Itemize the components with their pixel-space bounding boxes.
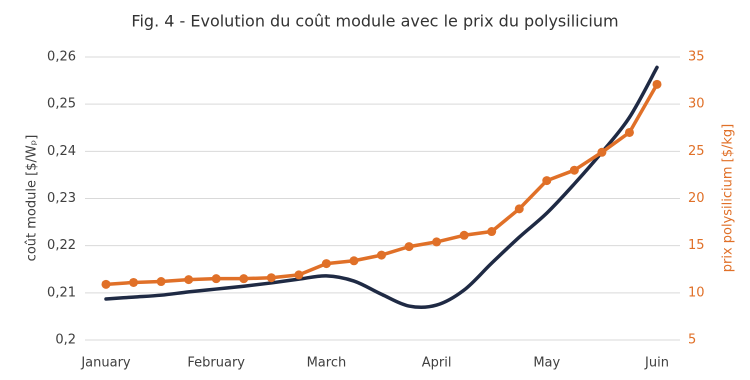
y2-tick-label: 20 xyxy=(688,191,705,206)
series-marker xyxy=(487,227,497,237)
x-tick-label: April xyxy=(422,356,452,371)
series-marker xyxy=(432,237,442,247)
series-marker xyxy=(404,242,414,252)
series-marker xyxy=(542,176,552,186)
series-marker xyxy=(294,270,304,280)
series-marker xyxy=(514,204,524,214)
y2-axis-title: prix polysilicium [$/kg] xyxy=(721,124,736,273)
series-marker xyxy=(266,273,276,283)
y-axis-title: coût module [$/Wₚ] xyxy=(25,135,40,262)
y2-tick-label: 10 xyxy=(688,285,705,300)
series-marker xyxy=(184,275,194,285)
y-tick-label: 0,26 xyxy=(47,50,76,65)
y2-tick-label: 25 xyxy=(688,144,705,159)
chart-title: Fig. 4 - Evolution du coût module avec l… xyxy=(131,12,618,31)
series-marker xyxy=(101,279,111,289)
y-tick-label: 0,21 xyxy=(47,285,76,300)
series-marker xyxy=(156,277,166,287)
series-marker xyxy=(624,127,634,137)
series-marker xyxy=(597,147,607,157)
series-marker xyxy=(377,250,386,260)
y2-tick-label: 5 xyxy=(688,333,696,348)
series-marker xyxy=(652,79,662,89)
y-tick-label: 0,2 xyxy=(55,333,76,348)
x-tick-label: January xyxy=(80,356,131,371)
series-marker xyxy=(129,277,139,287)
series-marker xyxy=(321,259,331,269)
series-marker xyxy=(459,230,469,240)
y2-tick-label: 15 xyxy=(688,238,705,253)
series-marker xyxy=(211,274,221,284)
series-marker xyxy=(569,165,579,175)
y2-tick-label: 35 xyxy=(688,50,705,65)
y-tick-label: 0,24 xyxy=(47,144,76,159)
series-line xyxy=(104,65,659,309)
x-tick-label: February xyxy=(187,356,245,371)
x-tick-label: Juin xyxy=(644,356,669,371)
y-tick-label: 0,25 xyxy=(47,97,76,112)
y2-tick-label: 30 xyxy=(688,97,705,112)
series-marker xyxy=(239,274,249,284)
x-tick-label: March xyxy=(307,356,347,371)
series-marker xyxy=(349,256,359,266)
y-tick-label: 0,22 xyxy=(47,238,76,253)
x-tick-label: May xyxy=(533,356,560,371)
y-tick-label: 0,23 xyxy=(47,191,76,206)
